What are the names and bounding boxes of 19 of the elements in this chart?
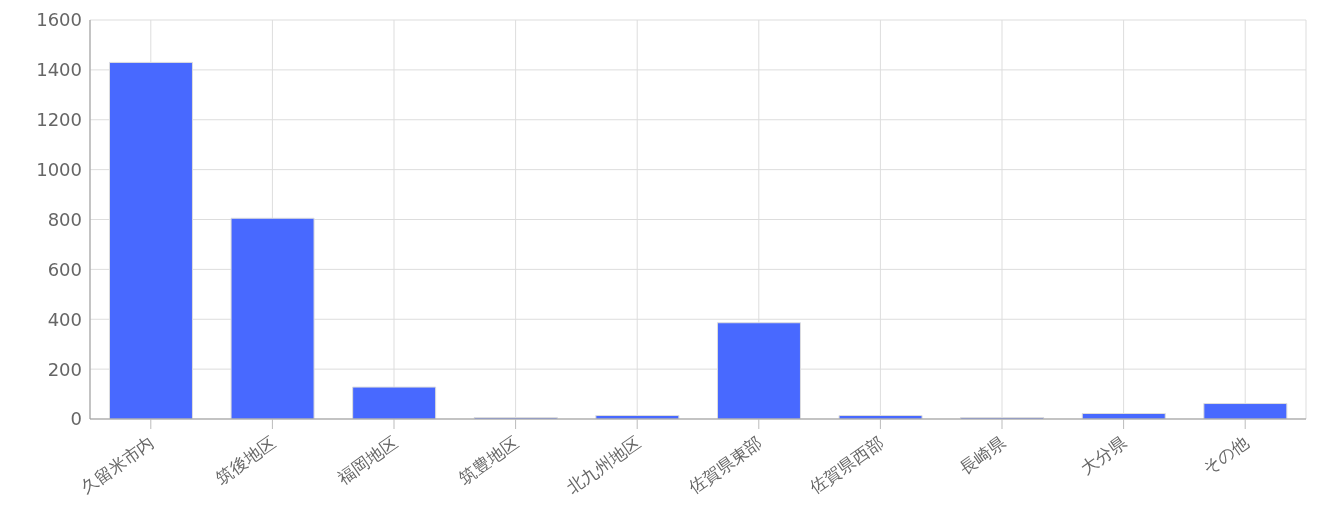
y-tick-label: 1400 [36, 59, 82, 81]
y-tick-label: 1000 [36, 159, 82, 181]
x-tick-label: その他 [1198, 432, 1253, 479]
x-tick-label: 佐賀県東部 [684, 432, 766, 498]
y-tick-label: 200 [47, 358, 82, 380]
x-tick-label: 長崎県 [955, 432, 1009, 479]
y-tick-label: 600 [47, 258, 82, 280]
y-tick-label: 400 [47, 308, 82, 330]
x-tick-label: 筑豊地区 [455, 432, 523, 488]
x-tick-label: 北九州地区 [562, 432, 645, 498]
y-tick-label: 0 [70, 408, 82, 430]
y-tick-label: 1600 [36, 9, 82, 31]
x-tick-label: 大分県 [1077, 432, 1131, 479]
x-tick-label: 佐賀県西部 [806, 432, 888, 498]
y-tick-label: 1200 [36, 109, 82, 131]
x-tick-label: 筑後地区 [212, 432, 280, 488]
x-tick-label: 久留米市内 [76, 432, 158, 498]
y-tick-label: 800 [47, 208, 82, 230]
x-tick-label: 福岡地区 [333, 432, 401, 488]
